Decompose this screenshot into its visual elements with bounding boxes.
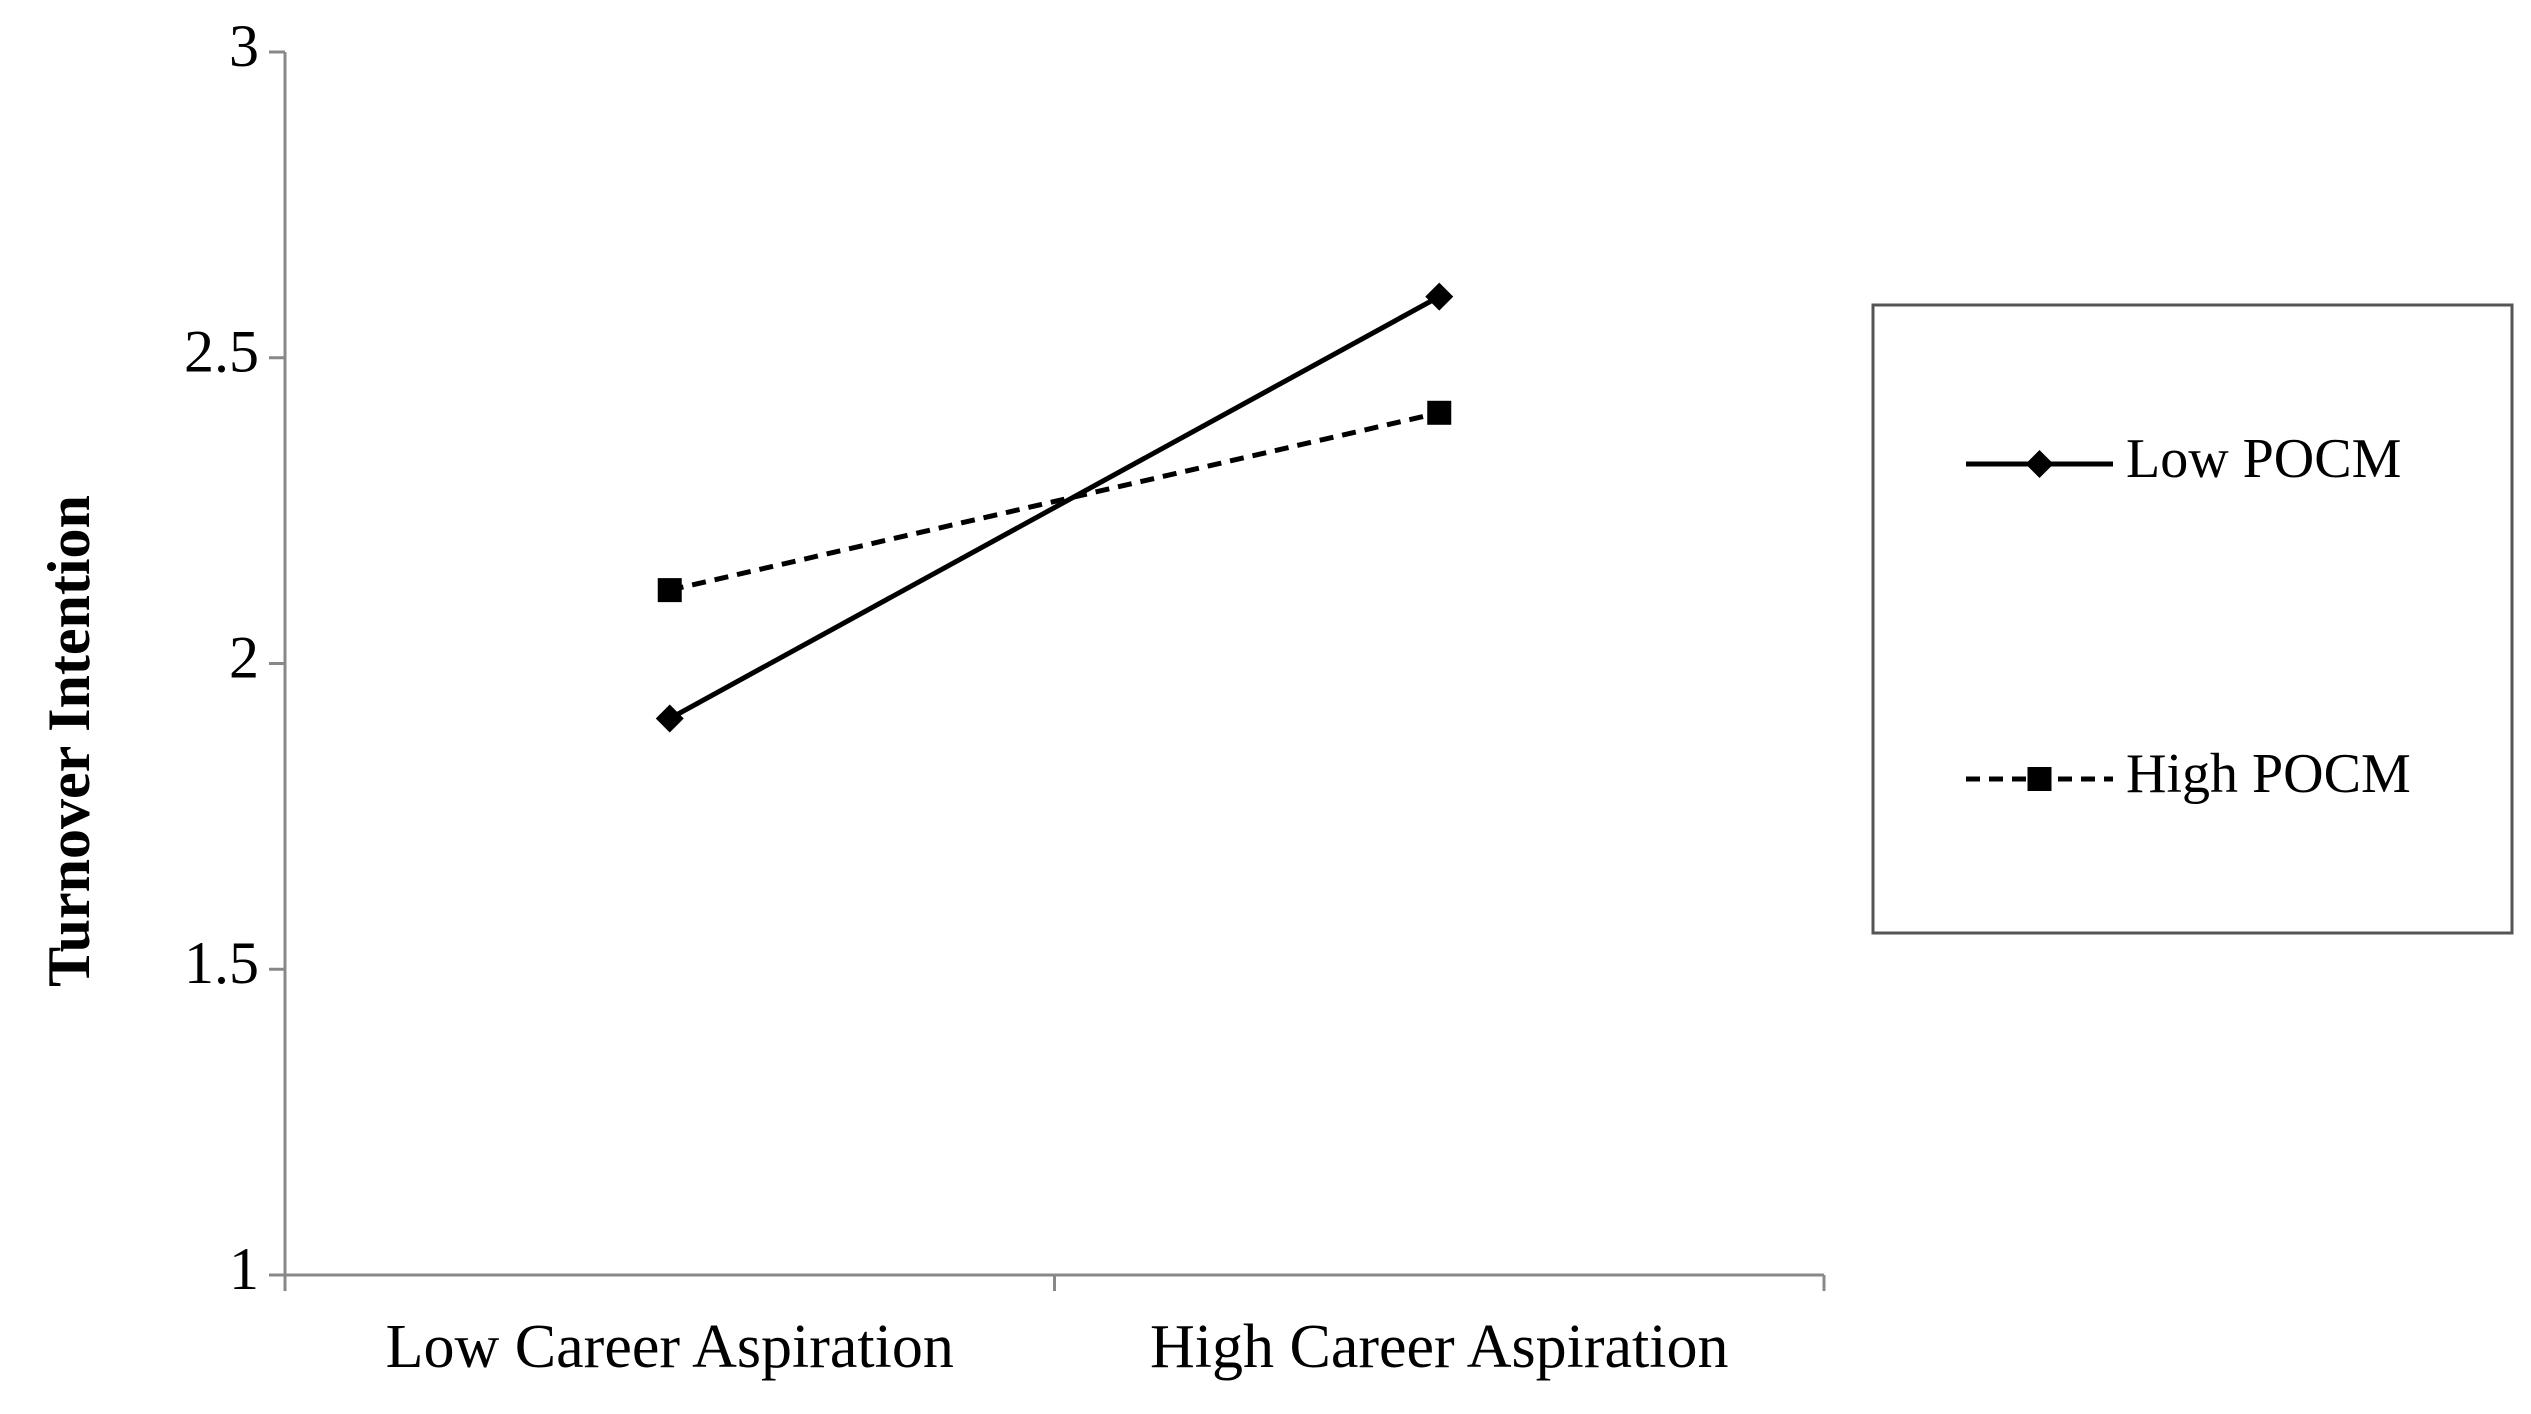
point [1427, 400, 1452, 425]
series-line [669, 410, 1440, 593]
y-tick-label: 2 [229, 624, 259, 690]
series-line [668, 294, 1441, 721]
point [1425, 282, 1454, 311]
y-tick-label: 1 [229, 1236, 259, 1302]
point [655, 704, 684, 733]
legend-label: Low POCM [2126, 428, 2401, 490]
legend-label: High POCM [2126, 743, 2411, 805]
point [657, 578, 682, 603]
y-tick-label: 1.5 [184, 930, 259, 996]
legend-marker [2027, 767, 2052, 791]
y-tick-label: 2.5 [184, 319, 259, 385]
legend-marker [2025, 450, 2054, 478]
x-tick-label: Low Career Aspiration [386, 1313, 954, 1381]
y-tick-label: 3 [229, 13, 259, 79]
y-axis-title: Turnover Intention [36, 495, 102, 987]
legend-box [1871, 303, 2514, 935]
x-tick-label: High Career Aspiration [1150, 1313, 1729, 1381]
